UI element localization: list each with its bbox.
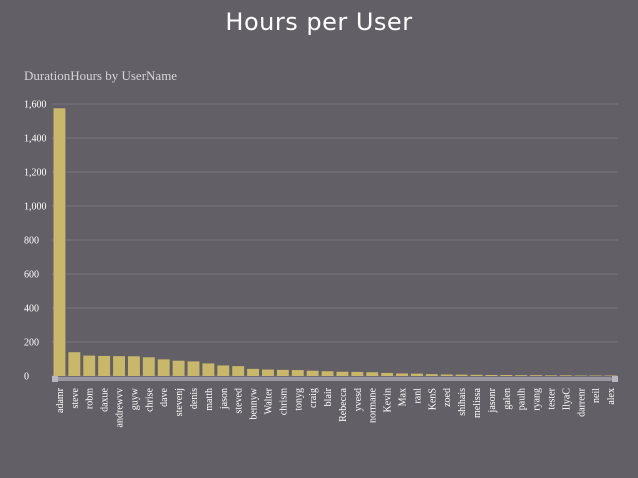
x-tick-label: dave	[159, 387, 170, 406]
x-tick-label: Rebecca	[338, 387, 349, 421]
bar-chrise[interactable]	[142, 357, 155, 376]
bar-steve[interactable]	[68, 352, 81, 376]
bar-shihais[interactable]	[455, 374, 468, 376]
bar-KenS[interactable]	[425, 374, 438, 376]
bar-steved[interactable]	[232, 366, 245, 376]
y-tick-label: 600	[24, 270, 39, 281]
x-tick-label: paulh	[517, 388, 528, 410]
scrollbar-left-handle[interactable]	[52, 376, 58, 382]
bar-IlyaC[interactable]	[559, 375, 572, 376]
y-tick-label: 0	[24, 372, 29, 383]
x-tick-label: craig	[308, 388, 319, 408]
x-tick-label: bennyw	[249, 387, 260, 419]
horizontal-scrollbar[interactable]	[52, 376, 618, 382]
bar-chrism[interactable]	[276, 369, 289, 376]
x-tick-label: melissa	[472, 387, 483, 418]
bar-Kevin[interactable]	[381, 372, 394, 376]
x-tick-label: denis	[189, 388, 200, 409]
bar-Rebecca[interactable]	[336, 371, 349, 376]
x-tick-label: zoed	[442, 388, 453, 407]
bar-darrenr[interactable]	[574, 375, 587, 376]
x-tick-label: chrism	[278, 388, 289, 415]
bar-daxue[interactable]	[98, 355, 111, 376]
bar-stevenj[interactable]	[172, 360, 185, 376]
x-tick-label: robm	[85, 388, 96, 409]
y-tick-label: 400	[24, 304, 39, 315]
x-tick-label: jasonr	[487, 387, 498, 413]
bar-melissa[interactable]	[470, 374, 483, 376]
y-tick-label: 1,200	[24, 168, 47, 179]
bar-andrewvv[interactable]	[113, 356, 125, 376]
bars	[53, 108, 617, 376]
x-tick-label: steve	[70, 387, 81, 408]
x-tick-label: Walter	[263, 387, 274, 414]
gridlines	[52, 103, 618, 377]
bar-ranl[interactable]	[410, 373, 423, 376]
bar-zoed[interactable]	[440, 374, 453, 376]
x-tick-label: IlyaC	[561, 388, 572, 411]
y-tick-label: 1,400	[24, 134, 47, 145]
bar-guyw[interactable]	[127, 356, 140, 376]
bar-paulh[interactable]	[515, 375, 528, 376]
y-axis: 0 200 400 600 800 1,000 1,200 1,400 1,600	[24, 100, 47, 383]
x-tick-label: neil	[591, 388, 602, 403]
x-tick-label: tester	[546, 387, 557, 409]
x-tick-label: KenS	[427, 388, 438, 410]
bar-robm[interactable]	[83, 355, 96, 376]
bar-blair[interactable]	[321, 371, 334, 376]
bar-bennyw[interactable]	[247, 368, 260, 376]
x-tick-label: darrenr	[576, 387, 587, 417]
x-tick-label: shihais	[457, 388, 468, 416]
x-axis: adamr steve robm daxue andrewvv guyw chrise dav…	[55, 387, 617, 427]
x-tick-label: normane	[368, 387, 379, 423]
bar-jasonr[interactable]	[485, 374, 498, 376]
x-tick-label: chrise	[144, 387, 155, 411]
x-tick-label: Kevin	[383, 388, 394, 412]
x-tick-label: tonyg	[293, 388, 304, 411]
x-tick-label: matth	[204, 388, 215, 411]
bar-normane[interactable]	[366, 372, 379, 376]
x-tick-label: daxue	[100, 387, 111, 411]
x-tick-label: stevenj	[174, 388, 185, 416]
bar-tester[interactable]	[545, 375, 557, 376]
y-tick-label: 1,000	[24, 202, 47, 213]
x-tick-label: galen	[502, 388, 513, 410]
x-tick-label: jason	[219, 388, 230, 410]
y-tick-label: 1,600	[24, 100, 47, 111]
bar-alex[interactable]	[604, 375, 617, 376]
x-tick-label: adamr	[55, 387, 66, 413]
x-tick-label: guyw	[129, 387, 140, 410]
x-tick-label: steved	[234, 388, 245, 414]
page-title: Hours per User	[225, 8, 413, 36]
bar-ryang[interactable]	[530, 375, 543, 376]
bar-craig[interactable]	[306, 370, 319, 376]
x-tick-label: andrewvv	[115, 388, 126, 427]
y-tick-label: 800	[24, 236, 39, 247]
chart-title: DurationHours by UserName	[24, 68, 177, 83]
bar-denis[interactable]	[187, 361, 200, 376]
bar-tonyg[interactable]	[291, 370, 304, 376]
bar-adamr[interactable]	[53, 108, 66, 376]
x-tick-label: ranl	[412, 388, 423, 404]
bar-dave[interactable]	[157, 359, 170, 376]
bar-Max[interactable]	[396, 373, 408, 376]
x-tick-label: Max	[398, 388, 409, 406]
bar-neil[interactable]	[589, 375, 602, 376]
bar-galen[interactable]	[500, 374, 513, 376]
bar-jason[interactable]	[217, 365, 230, 376]
bar-matth[interactable]	[202, 363, 215, 376]
x-tick-label: ryang	[532, 388, 543, 411]
bar-yvesd[interactable]	[351, 371, 364, 376]
scrollbar-right-handle[interactable]	[612, 376, 618, 382]
x-tick-label: yvesd	[353, 388, 364, 411]
x-tick-label: blair	[323, 387, 334, 406]
scrollbar-track[interactable]	[56, 377, 612, 381]
bar-Walter[interactable]	[262, 369, 274, 376]
y-tick-label: 200	[24, 338, 39, 349]
x-tick-label: alex	[606, 388, 617, 405]
